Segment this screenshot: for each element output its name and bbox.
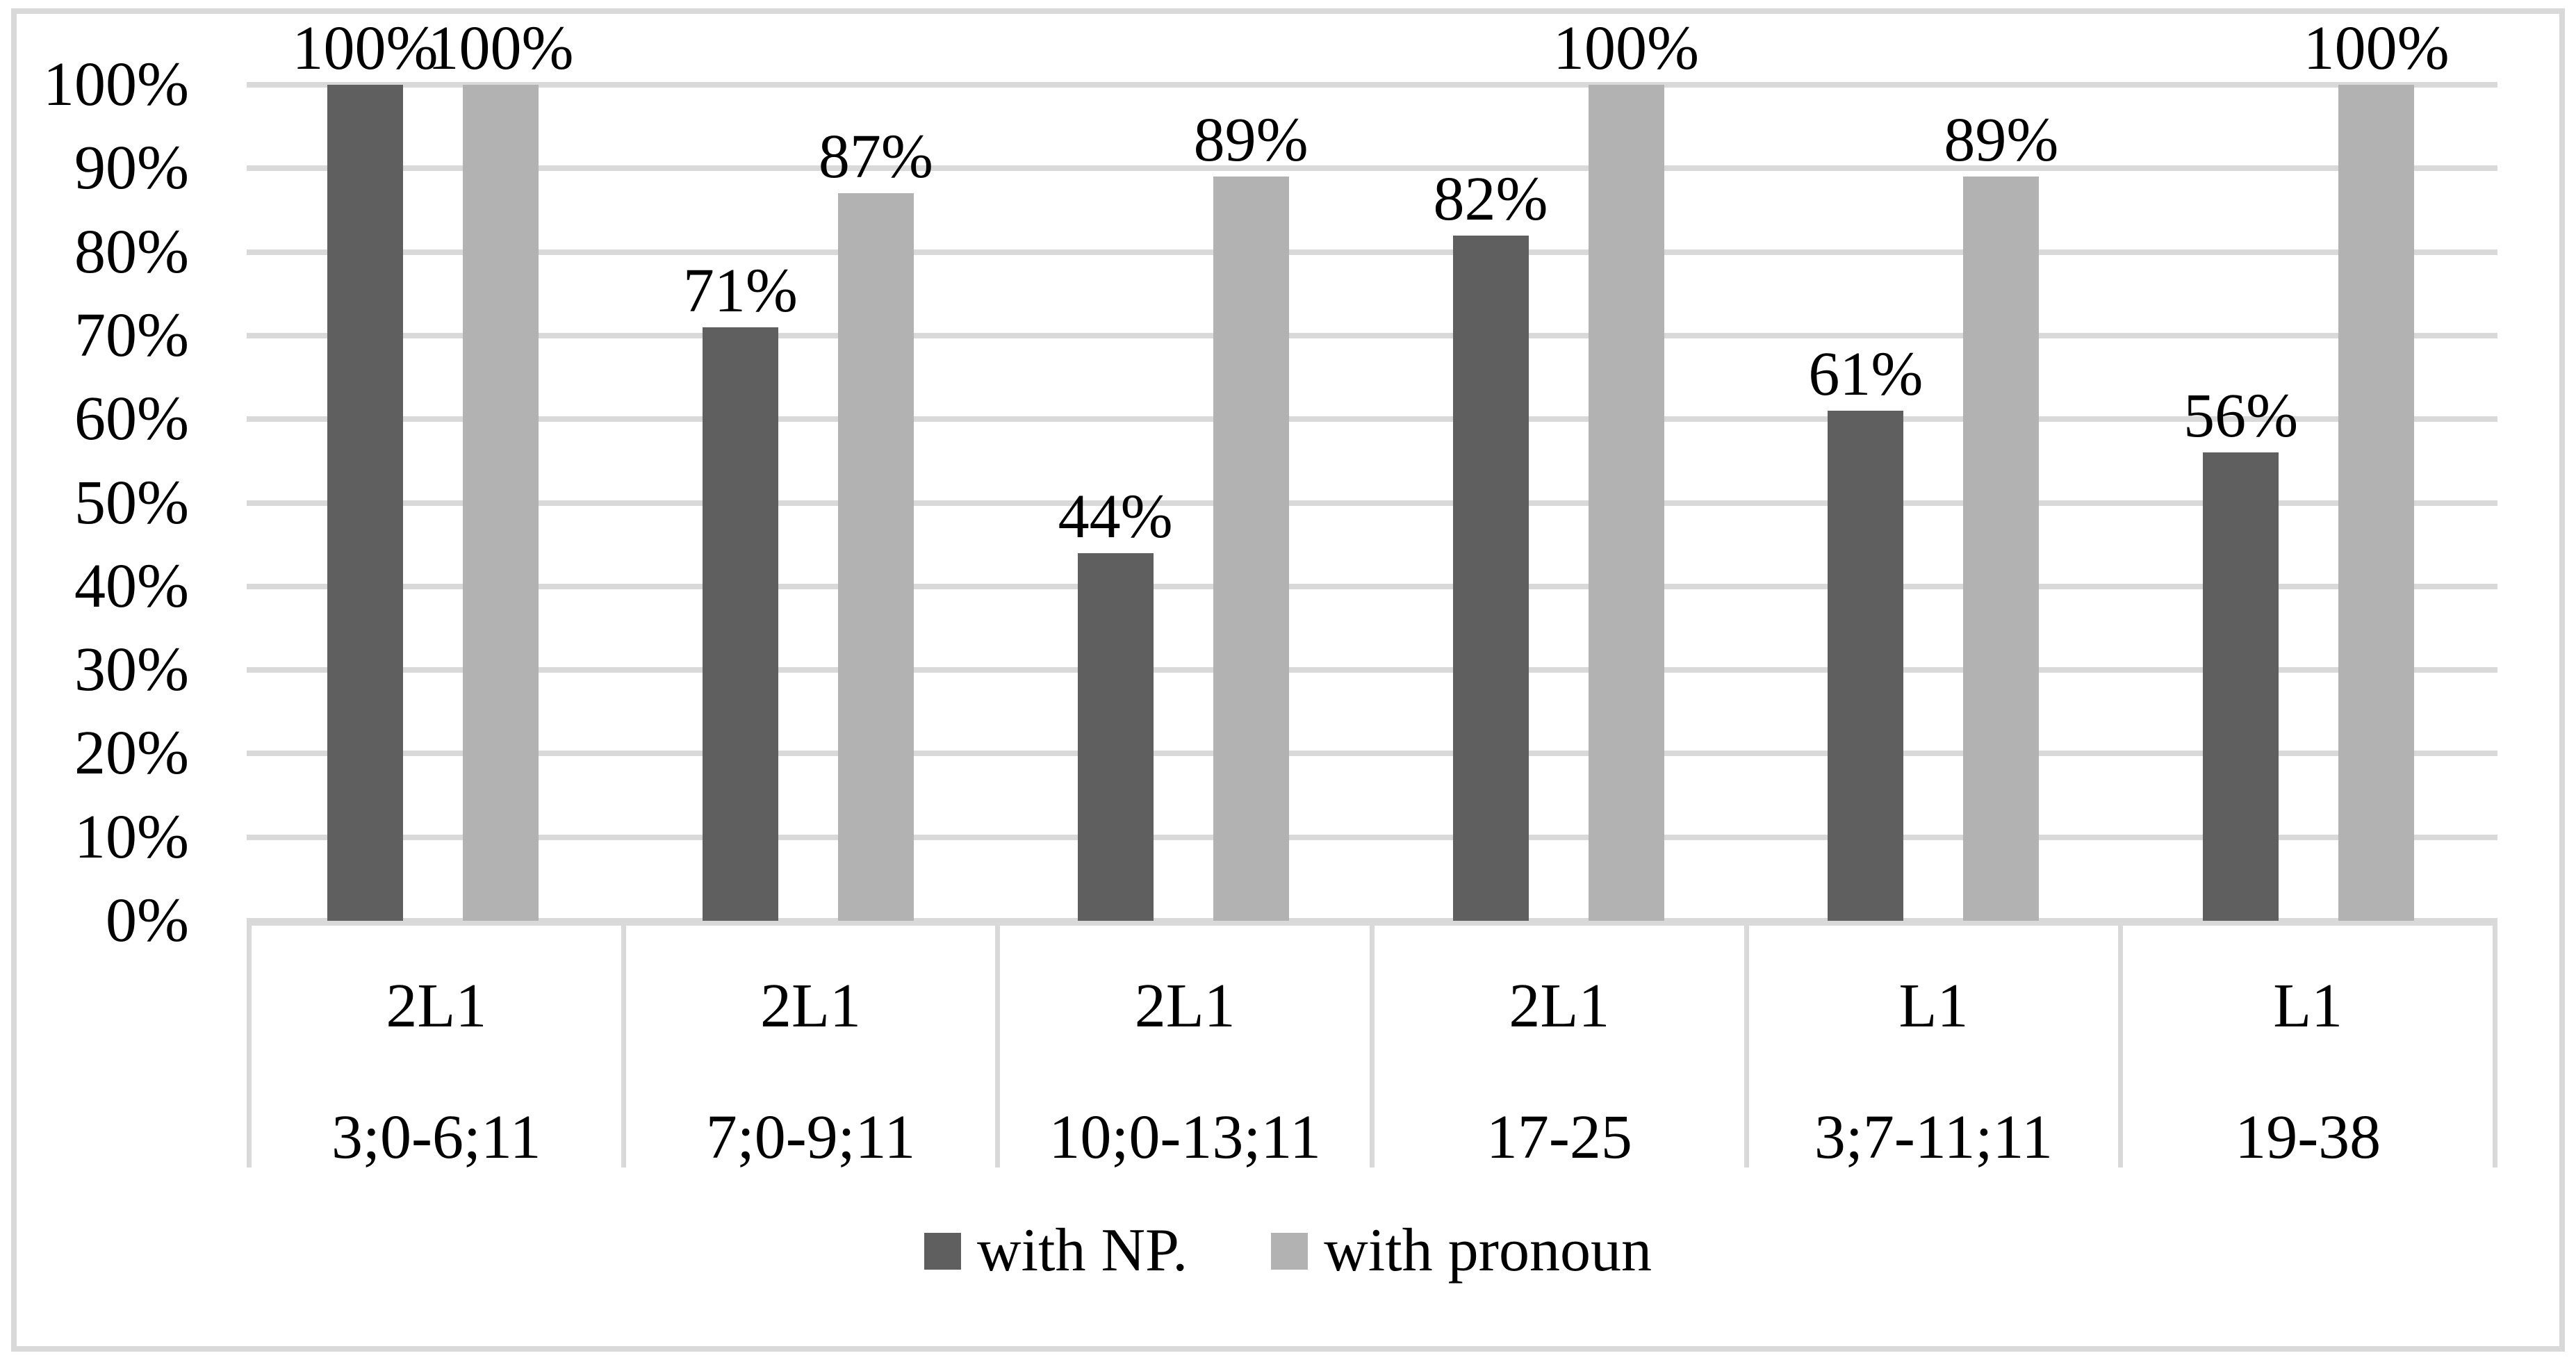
value-label: 61% — [1808, 340, 1923, 409]
value-label: 87% — [818, 122, 933, 192]
category-age-range-label: 3;7-11;11 — [1814, 1103, 2053, 1172]
category-age-range-label: 17-25 — [1486, 1103, 1632, 1172]
category-group-label: 2L1 — [386, 972, 487, 1040]
bar-with-np-group-1 — [327, 85, 403, 921]
category-cell-4: 2L1 17-25 — [1375, 926, 1749, 1172]
category-age-range-label: 3;0-6;11 — [331, 1103, 541, 1172]
category-age-range-label: 7;0-9;11 — [705, 1103, 916, 1172]
x-axis-category-table: 2L1 3;0-6;11 2L1 7;0-9;11 2L1 10;0-13;11 2L1 17… — [247, 921, 2498, 1172]
y-tick-label-90%: 90% — [74, 133, 189, 203]
plot-area: 100% 71% 44% 82% 61% 56% 100% 87% 89% 100% 89% 100% — [247, 15, 2497, 924]
gridline-50% — [247, 500, 2497, 506]
y-tick-label-100%: 100% — [43, 50, 189, 119]
gridline-100% — [247, 82, 2497, 88]
value-label: 100% — [2303, 14, 2450, 83]
value-label: 89% — [1944, 106, 2059, 175]
category-group-label: 2L1 — [1509, 972, 1610, 1040]
bar-with-pronoun-group-2 — [837, 193, 914, 921]
y-tick-label-10%: 10% — [74, 802, 189, 871]
legend-swatch-icon — [924, 1232, 962, 1270]
bar-with-np-group-3 — [1077, 552, 1154, 921]
category-group-label: 2L1 — [1134, 972, 1236, 1040]
bar-with-np-group-6 — [2203, 452, 2279, 921]
y-tick-label-70%: 70% — [74, 300, 189, 370]
y-tick-label-50%: 50% — [74, 468, 189, 537]
gridline-40% — [247, 583, 2497, 589]
y-tick-label-40%: 40% — [74, 551, 189, 621]
category-cell-2: 2L1 7;0-9;11 — [626, 926, 1001, 1172]
category-cell-5: L1 3;7-11;11 — [1749, 926, 2124, 1172]
gridline-20% — [247, 751, 2497, 757]
value-label: 100% — [1553, 14, 1699, 83]
gridline-80% — [247, 249, 2497, 255]
y-tick-label-0%: 0% — [106, 886, 189, 955]
bar-with-pronoun-group-5 — [1963, 177, 2040, 921]
gridline-70% — [247, 332, 2497, 338]
gridline-30% — [247, 667, 2497, 673]
category-age-range-label: 10;0-13;11 — [1049, 1103, 1321, 1172]
value-label: 100% — [292, 14, 438, 83]
value-label: 71% — [682, 256, 798, 325]
y-tick-label-30%: 30% — [74, 635, 189, 705]
y-tick-label-80%: 80% — [74, 217, 189, 286]
category-group-label: 2L1 — [760, 972, 861, 1040]
legend-item-with-np: with NP. — [924, 1213, 1188, 1289]
category-age-range-label: 19-38 — [2235, 1103, 2381, 1172]
bar-with-np-group-5 — [1828, 411, 1904, 921]
legend-swatch-icon — [1271, 1232, 1308, 1270]
gridline-60% — [247, 416, 2497, 423]
bar-with-pronoun-group-4 — [1588, 85, 1664, 921]
gridline-90% — [247, 165, 2497, 172]
y-tick-label-20%: 20% — [74, 719, 189, 788]
bar-with-pronoun-group-6 — [2338, 85, 2415, 921]
category-cell-3: 2L1 10;0-13;11 — [1000, 926, 1375, 1172]
category-group-label: L1 — [2273, 972, 2343, 1040]
bar-with-pronoun-group-3 — [1213, 177, 1289, 921]
bar-with-np-group-4 — [1452, 235, 1529, 921]
y-tick-label-60%: 60% — [74, 384, 189, 454]
category-cell-6: L1 19-38 — [2123, 926, 2498, 1172]
category-group-label: L1 — [1898, 972, 1969, 1040]
value-label: 44% — [1058, 482, 1173, 551]
value-label: 100% — [427, 14, 574, 83]
category-cell-1: 2L1 3;0-6;11 — [252, 926, 626, 1172]
value-label: 89% — [1193, 106, 1308, 175]
legend-label: with NP. — [977, 1217, 1188, 1284]
value-label: 56% — [2183, 382, 2299, 451]
bar-with-pronoun-group-1 — [463, 85, 539, 921]
gridline-10% — [247, 834, 2497, 840]
legend-label: with pronoun — [1324, 1217, 1652, 1284]
legend-item-with-pronoun: with pronoun — [1271, 1213, 1652, 1289]
bar-with-np-group-2 — [702, 327, 778, 921]
value-label: 82% — [1433, 164, 1548, 234]
legend: with NP. with pronoun — [0, 1213, 2576, 1289]
